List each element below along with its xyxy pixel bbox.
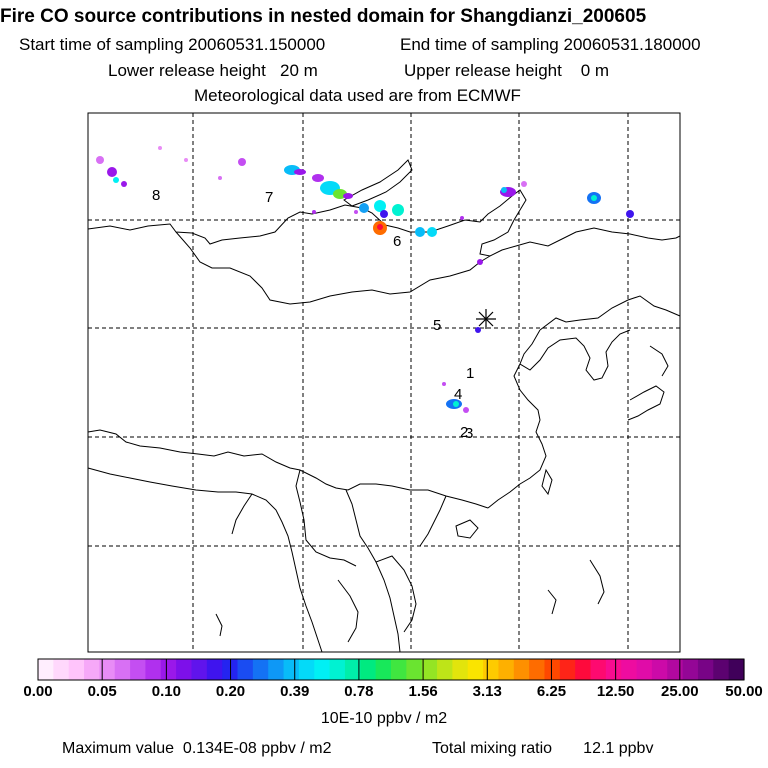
colorbar-swatch — [728, 659, 745, 680]
colorbar-swatch — [682, 659, 699, 680]
map-grid — [88, 113, 680, 652]
end-time-value: 20060531.180000 — [563, 35, 701, 54]
colorbar-label: 50.00 — [725, 683, 763, 700]
colorbar-swatch — [130, 659, 147, 680]
colorbar-swatch — [206, 659, 223, 680]
start-time: Start time of sampling 20060531.150000 — [19, 35, 325, 55]
lower-release-height: Lower release height 20 m — [108, 61, 318, 81]
colorbar-swatch — [191, 659, 208, 680]
colorbar-swatch — [375, 659, 392, 680]
colorbar-label: 1.56 — [408, 683, 438, 700]
colorbar-swatch — [268, 659, 285, 680]
point-label-6: 6 — [393, 233, 401, 250]
upper-release-height: Upper release height 0 m — [404, 61, 609, 81]
colorbar-swatch — [344, 659, 361, 680]
colorbar-swatch — [559, 659, 576, 680]
end-time: End time of sampling 20060531.180000 — [400, 35, 701, 55]
start-time-label: Start time of sampling — [19, 35, 184, 54]
colorbar-swatch — [667, 659, 684, 680]
colorbar-swatch — [84, 659, 100, 680]
max-value: Maximum value 0.134E-08 ppbv / m2 — [62, 740, 331, 758]
colorbar-label: 0.10 — [151, 683, 181, 700]
colorbar-label: 6.25 — [536, 683, 567, 700]
colorbar-units: 10E-10 ppbv / m2 — [320, 710, 448, 727]
point-label-3: 3 — [465, 425, 473, 442]
met-data-note: Meteorological data used are from ECMWF — [194, 86, 521, 105]
colorbar-outline — [37, 658, 745, 681]
colorbar-swatch — [176, 659, 193, 680]
colorbar-swatch — [621, 659, 638, 680]
page-title: Fire CO source contributions in nested d… — [0, 6, 647, 27]
point-label-2: 2 — [460, 424, 468, 441]
colorbar-swatch — [329, 659, 346, 680]
colorbar-swatch — [713, 659, 730, 680]
receptor-asterisk-icon — [476, 309, 496, 329]
point-label-4: 4 — [454, 386, 462, 403]
colorbar-swatch — [237, 659, 254, 680]
colorbar-ticks — [101, 659, 681, 680]
colorbar-swatch — [53, 659, 70, 680]
colorbar-swatch — [406, 659, 423, 680]
colorbar-swatch — [314, 659, 331, 680]
colorbar-label: 0.20 — [215, 683, 246, 700]
colorbar-swatch — [114, 659, 131, 680]
colorbar-label: 12.50 — [596, 683, 635, 700]
colorbar-swatch — [437, 659, 453, 680]
lower-release-label: Lower release height — [108, 61, 266, 80]
point-label-1: 1 — [466, 365, 474, 382]
upper-release-value: 0 m — [580, 61, 610, 80]
colorbar-swatch — [160, 659, 177, 680]
total-mixing-label: Total mixing ratio — [432, 740, 553, 757]
colorbar-swatch — [38, 659, 54, 680]
colorbar-swatch — [575, 659, 592, 680]
colorbar-label: 0.78 — [344, 683, 374, 700]
colorbar-swatch — [145, 659, 162, 680]
lower-release-value: 20 m — [280, 61, 318, 80]
colorbar-swatch — [68, 659, 85, 680]
point-label-8: 8 — [152, 187, 160, 204]
colorbar-label: 0.00 — [23, 683, 53, 700]
colorbar-swatch — [483, 659, 500, 680]
colorbar-swatch — [452, 659, 469, 680]
colorbar — [37, 658, 745, 681]
colorbar-label: 3.13 — [472, 683, 502, 700]
fire-plumes — [96, 146, 634, 413]
colorbar-label: 0.39 — [280, 683, 310, 700]
colorbar-swatch — [513, 659, 530, 680]
max-value-label: Maximum value — [62, 740, 175, 757]
colorbar-swatch — [252, 659, 269, 680]
colorbar-swatch — [697, 659, 714, 680]
total-mixing-value: 12.1 ppbv — [583, 740, 654, 757]
start-time-value: 20060531.150000 — [188, 35, 326, 54]
total-mixing-ratio: Total mixing ratio 12.1 ppbv — [432, 740, 653, 758]
colorbar-swatch — [360, 659, 377, 680]
colorbar-label: 0.05 — [87, 683, 117, 700]
point-label-7: 7 — [265, 189, 273, 206]
colorbar-swatch — [651, 659, 668, 680]
colorbar-swatch — [498, 659, 515, 680]
colorbar-swatch — [283, 659, 300, 680]
colorbar-swatch — [544, 659, 561, 680]
upper-release-label: Upper release height — [404, 61, 562, 80]
coastlines-borders — [87, 159, 681, 653]
end-time-label: End time of sampling — [400, 35, 559, 54]
colorbar-swatch — [421, 659, 438, 680]
colorbar-swatch — [298, 659, 315, 680]
map-frame — [87, 112, 681, 653]
point-label-5: 5 — [433, 317, 441, 334]
colorbar-label: 25.00 — [661, 683, 699, 700]
colorbar-swatch — [529, 659, 546, 680]
colorbar-swatch — [391, 659, 407, 680]
colorbar-swatch — [636, 659, 653, 680]
colorbar-swatch — [590, 659, 607, 680]
max-value-number: 0.134E-08 ppbv / m2 — [182, 740, 332, 757]
colorbar-swatch — [605, 659, 622, 680]
colorbar-swatch — [467, 659, 484, 680]
colorbar-swatch — [99, 659, 116, 680]
